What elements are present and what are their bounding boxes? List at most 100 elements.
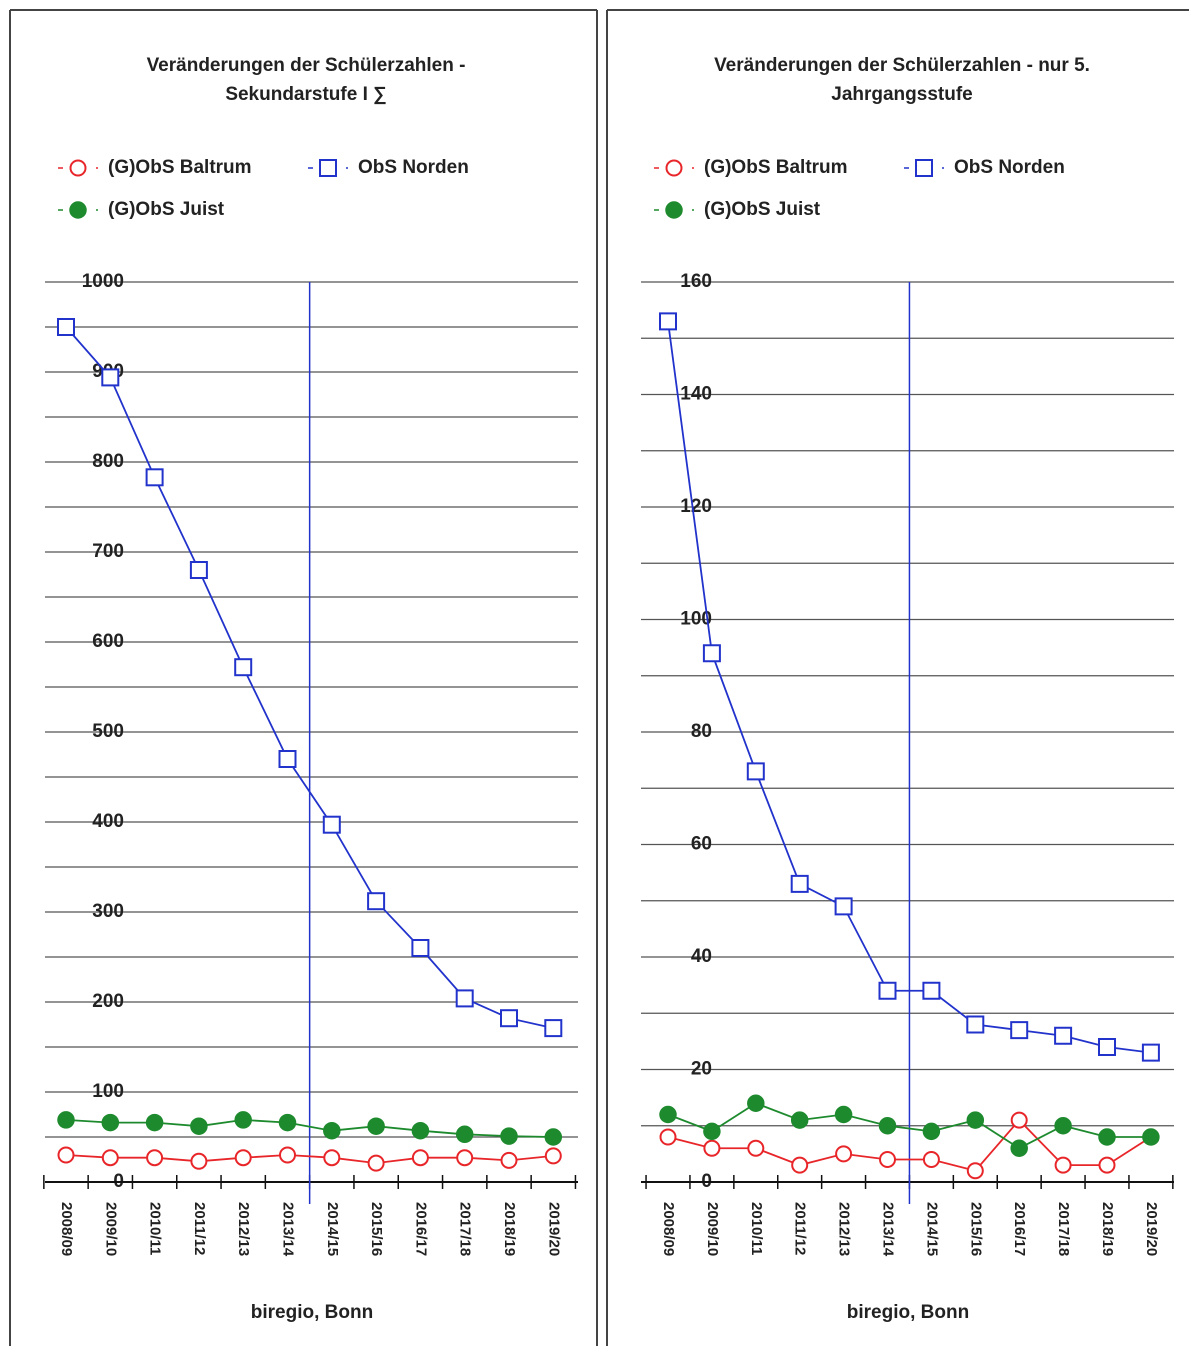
marker [323, 1121, 341, 1140]
marker [57, 318, 75, 336]
x-tick-label: 2013/14 [880, 1202, 897, 1257]
marker [367, 1117, 385, 1135]
legend-marker [319, 159, 337, 177]
y-tick-label: 20 [691, 1059, 712, 1080]
y-tick-label: 600 [92, 631, 124, 652]
chart-title: Veränderungen der Schülerzahlen - nur 5. [714, 55, 1090, 76]
marker [1054, 1156, 1072, 1174]
marker [234, 1149, 252, 1167]
chart: Veränderungen der Schülerzahlen - Sekunda… [43, 55, 578, 1323]
marker [966, 1015, 985, 1034]
marker [57, 1111, 75, 1129]
marker [747, 1139, 765, 1157]
x-tick-label: 2011/12 [792, 1202, 809, 1255]
marker [234, 1111, 252, 1129]
marker [544, 1019, 563, 1038]
marker [279, 1146, 296, 1164]
x-tick-label: 2016/17 [412, 1202, 429, 1256]
marker [322, 815, 341, 834]
marker [659, 1105, 677, 1124]
marker [922, 1122, 941, 1141]
legend-marker [69, 159, 87, 177]
marker [790, 874, 809, 893]
x-tick-label: 2018/19 [501, 1202, 518, 1256]
marker [367, 1154, 385, 1172]
marker [834, 1105, 853, 1124]
marker [659, 1128, 677, 1146]
marker [1010, 1139, 1028, 1157]
marker [455, 1125, 474, 1144]
marker [101, 1149, 119, 1167]
marker [922, 981, 941, 1000]
marker [411, 1149, 429, 1167]
chart-title: Veränderungen der Schülerzahlen - [147, 55, 466, 76]
x-tick-label: 2017/18 [1055, 1202, 1072, 1256]
legend-label: (G)ObS Baltrum [704, 157, 848, 178]
marker [791, 1156, 809, 1174]
legend-label: (G)ObS Baltrum [108, 157, 252, 178]
marker [922, 1151, 940, 1168]
marker [835, 1145, 853, 1163]
x-tick-label: 2016/17 [1011, 1202, 1028, 1256]
marker [879, 1151, 896, 1168]
marker [1141, 1043, 1160, 1062]
x-tick-label: 2018/19 [1099, 1202, 1116, 1256]
legend-label: (G)ObS Juist [704, 199, 821, 220]
marker [1054, 1117, 1072, 1135]
x-tick-label: 2011/12 [191, 1202, 208, 1255]
marker [189, 561, 208, 579]
marker [834, 897, 853, 916]
y-tick-label: 1000 [82, 271, 124, 292]
x-tick-label: 2015/16 [967, 1202, 984, 1256]
x-tick-label: 2014/15 [324, 1202, 341, 1256]
marker [323, 1149, 341, 1167]
y-tick-label: 500 [92, 721, 124, 742]
marker [278, 750, 297, 768]
marker [146, 1149, 164, 1167]
marker [455, 989, 474, 1008]
marker [1098, 1038, 1116, 1056]
y-tick-label: 100 [92, 1081, 124, 1102]
marker [1142, 1128, 1160, 1146]
marker [411, 939, 430, 957]
legend-marker [665, 159, 683, 177]
y-tick-label: 100 [680, 609, 712, 630]
marker [101, 368, 120, 387]
x-tick-label: 2019/20 [545, 1202, 562, 1256]
chart-title: Sekundarstufe I ∑ [225, 84, 386, 105]
marker [703, 1139, 721, 1157]
legend-label: (G)ObS Juist [108, 199, 225, 220]
legend-marker [915, 159, 933, 177]
marker [101, 1113, 120, 1132]
marker [1054, 1026, 1073, 1045]
marker [57, 1146, 75, 1164]
x-tick-label: 2015/16 [368, 1202, 385, 1256]
x-tick-label: 2008/09 [660, 1202, 677, 1256]
marker [746, 762, 765, 781]
marker [1010, 1021, 1029, 1040]
legend-marker [665, 201, 683, 219]
y-tick-label: 60 [691, 834, 712, 855]
marker [234, 658, 253, 677]
x-tick-label: 2009/10 [704, 1202, 721, 1256]
marker [190, 1152, 208, 1170]
marker [500, 1151, 518, 1169]
y-tick-label: 800 [92, 451, 124, 472]
marker [145, 468, 164, 487]
marker [790, 1111, 809, 1129]
marker [878, 981, 897, 1000]
x-tick-label: 2009/10 [102, 1202, 119, 1256]
marker [190, 1117, 208, 1135]
source: biregio, Bonn [251, 1302, 373, 1323]
marker [659, 312, 677, 331]
x-tick-label: 2012/13 [235, 1202, 252, 1256]
x-tick-label: 2010/11 [748, 1202, 765, 1255]
y-tick-label: 700 [92, 541, 124, 562]
y-tick-label: 140 [680, 384, 712, 405]
x-tick-label: 2017/18 [457, 1202, 474, 1256]
marker [702, 644, 721, 663]
marker [278, 1113, 297, 1132]
y-tick-label: 160 [680, 271, 712, 292]
legend-label: ObS Norden [358, 157, 469, 178]
marker [1098, 1156, 1116, 1174]
